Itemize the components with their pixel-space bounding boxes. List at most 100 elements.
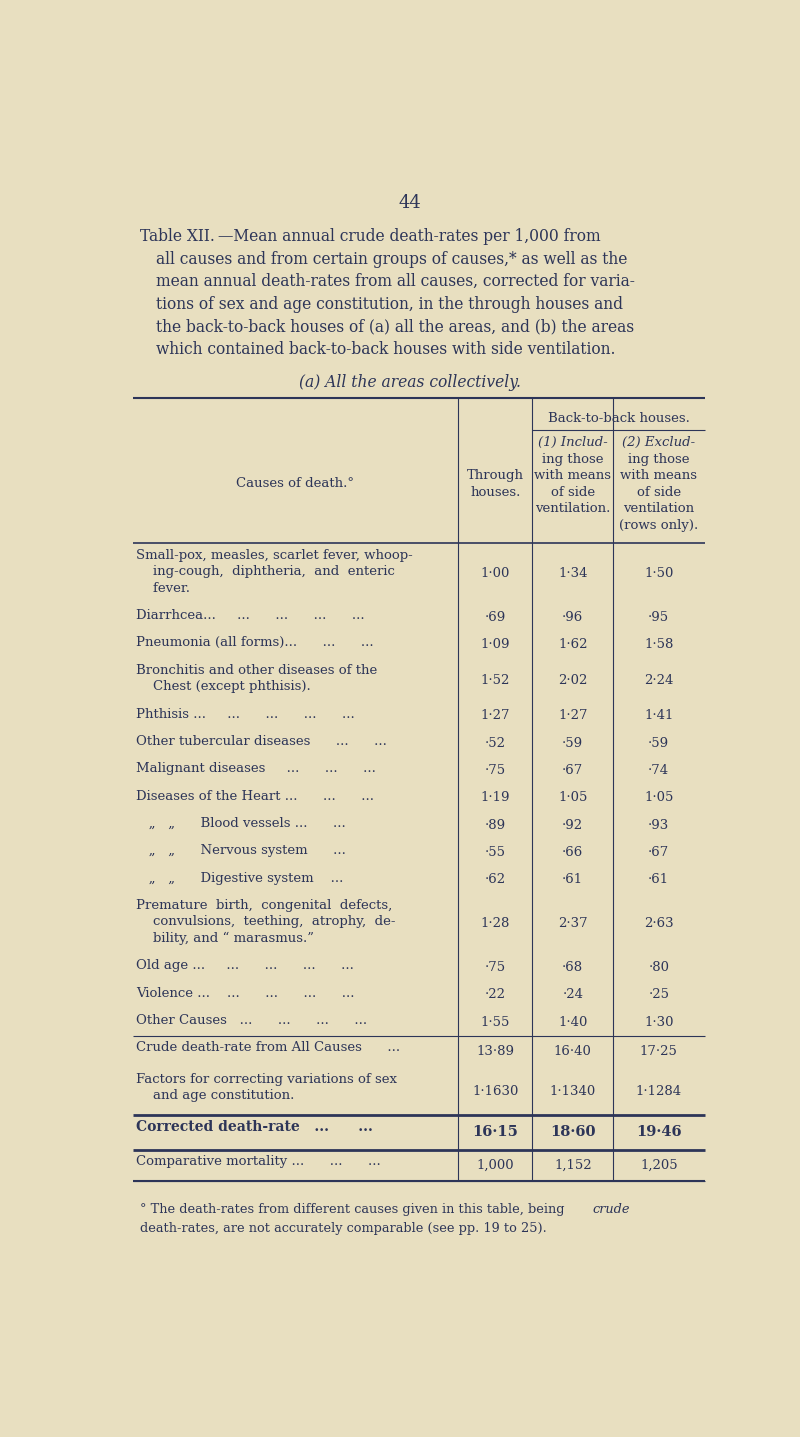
Text: ·93: ·93	[648, 819, 670, 832]
Text: mean annual death-rates from all causes, corrected for varia-: mean annual death-rates from all causes,…	[156, 273, 634, 290]
Text: ·59: ·59	[648, 737, 670, 750]
Text: houses.: houses.	[470, 486, 521, 499]
Text: Causes of death.°: Causes of death.°	[236, 477, 354, 490]
Text: with means: with means	[534, 470, 611, 483]
Text: of side: of side	[637, 486, 681, 499]
Text: 1·1284: 1·1284	[636, 1085, 682, 1098]
Text: 1·55: 1·55	[481, 1016, 510, 1029]
Text: ing those: ing those	[542, 453, 603, 466]
Text: 1·05: 1·05	[558, 792, 587, 805]
Text: Back-to-back houses.: Back-to-back houses.	[547, 411, 690, 424]
Text: death-rates, are not accurately comparable (see pp. 19 to 25).: death-rates, are not accurately comparab…	[140, 1223, 547, 1236]
Text: ·25: ·25	[648, 989, 670, 1002]
Text: 2·02: 2·02	[558, 674, 587, 687]
Text: Violence ...    ...      ...      ...      ...: Violence ... ... ... ... ...	[136, 987, 354, 1000]
Text: ·75: ·75	[485, 764, 506, 777]
Text: ·22: ·22	[485, 989, 506, 1002]
Text: convulsions,  teething,  atrophy,  de-: convulsions, teething, atrophy, de-	[136, 915, 395, 928]
Text: ·55: ·55	[485, 846, 506, 859]
Text: Factors for correcting variations of sex: Factors for correcting variations of sex	[136, 1072, 397, 1085]
Text: 1·27: 1·27	[558, 710, 587, 723]
Text: Chest (except phthisis).: Chest (except phthisis).	[136, 680, 310, 693]
Text: 2·24: 2·24	[644, 674, 674, 687]
Text: 1·05: 1·05	[644, 792, 674, 805]
Text: Other Causes   ...      ...      ...      ...: Other Causes ... ... ... ...	[136, 1015, 366, 1027]
Text: ° The death-rates from different causes given in this table, being: ° The death-rates from different causes …	[140, 1203, 569, 1216]
Text: 16·15: 16·15	[472, 1125, 518, 1140]
Text: —Mean annual crude death-rates per 1,000 from: —Mean annual crude death-rates per 1,000…	[218, 228, 601, 244]
Text: Table XII.: Table XII.	[140, 228, 215, 244]
Text: Corrected death-rate   ...      ...: Corrected death-rate ... ...	[136, 1121, 373, 1134]
Text: 17·25: 17·25	[640, 1045, 678, 1058]
Text: the back-to-back houses of (a) all the areas, and (b) the areas: the back-to-back houses of (a) all the a…	[156, 319, 634, 336]
Text: 1·28: 1·28	[481, 917, 510, 930]
Text: of side: of side	[550, 486, 595, 499]
Text: Diseases of the Heart ...      ...      ...: Diseases of the Heart ... ... ...	[136, 789, 374, 803]
Text: „   „      Nervous system      ...: „ „ Nervous system ...	[136, 845, 346, 858]
Text: ·95: ·95	[648, 611, 670, 624]
Text: all causes and from certain groups of causes,* as well as the: all causes and from certain groups of ca…	[156, 250, 627, 267]
Text: „   „      Blood vessels ...      ...: „ „ Blood vessels ... ...	[136, 816, 346, 831]
Text: 1·1630: 1·1630	[472, 1085, 518, 1098]
Text: which contained back-to-back houses with side ventilation.: which contained back-to-back houses with…	[156, 342, 615, 358]
Text: Phthisis ...     ...      ...      ...      ...: Phthisis ... ... ... ... ...	[136, 707, 354, 720]
Text: ·24: ·24	[562, 989, 583, 1002]
Text: ventilation.: ventilation.	[535, 503, 610, 516]
Text: crude: crude	[593, 1203, 630, 1216]
Text: ventilation: ventilation	[623, 503, 694, 516]
Text: 1,152: 1,152	[554, 1160, 591, 1173]
Text: 2·63: 2·63	[644, 917, 674, 930]
Text: 2·37: 2·37	[558, 917, 587, 930]
Text: ing those: ing those	[628, 453, 690, 466]
Text: Comparative mortality ...      ...      ...: Comparative mortality ... ... ...	[136, 1155, 381, 1168]
Text: 1·40: 1·40	[558, 1016, 587, 1029]
Text: 44: 44	[398, 194, 422, 213]
Text: tions of sex and age constitution, in the through houses and: tions of sex and age constitution, in th…	[156, 296, 622, 313]
Text: 1,205: 1,205	[640, 1160, 678, 1173]
Text: ·62: ·62	[485, 874, 506, 887]
Text: Small-pox, measles, scarlet fever, whoop-: Small-pox, measles, scarlet fever, whoop…	[136, 549, 413, 562]
Text: 1·62: 1·62	[558, 638, 587, 651]
Text: and age constitution.: and age constitution.	[136, 1089, 294, 1102]
Text: 1·58: 1·58	[644, 638, 674, 651]
Text: ·67: ·67	[648, 846, 670, 859]
Text: ·96: ·96	[562, 611, 583, 624]
Text: (rows only).: (rows only).	[619, 519, 698, 532]
Text: 1,000: 1,000	[477, 1160, 514, 1173]
Text: ·66: ·66	[562, 846, 583, 859]
Text: 16·40: 16·40	[554, 1045, 592, 1058]
Text: 1·09: 1·09	[481, 638, 510, 651]
Text: Premature  birth,  congenital  defects,: Premature birth, congenital defects,	[136, 900, 392, 912]
Text: 1·50: 1·50	[644, 568, 674, 581]
Text: 19·46: 19·46	[636, 1125, 682, 1140]
Text: Old age ...     ...      ...      ...      ...: Old age ... ... ... ... ...	[136, 960, 354, 973]
Text: 1·19: 1·19	[481, 792, 510, 805]
Text: „   „      Digestive system    ...: „ „ Digestive system ...	[136, 872, 343, 885]
Text: 1·1340: 1·1340	[550, 1085, 596, 1098]
Text: 1·30: 1·30	[644, 1016, 674, 1029]
Text: ·80: ·80	[648, 961, 670, 974]
Text: fever.: fever.	[136, 582, 190, 595]
Text: 1·27: 1·27	[481, 710, 510, 723]
Text: 13·89: 13·89	[476, 1045, 514, 1058]
Text: Bronchitis and other diseases of the: Bronchitis and other diseases of the	[136, 664, 377, 677]
Text: bility, and “ marasmus.”: bility, and “ marasmus.”	[136, 933, 314, 946]
Text: ·69: ·69	[485, 611, 506, 624]
Text: ·61: ·61	[648, 874, 670, 887]
Text: ·67: ·67	[562, 764, 583, 777]
Text: ·52: ·52	[485, 737, 506, 750]
Text: ·61: ·61	[562, 874, 583, 887]
Text: (1) Includ-: (1) Includ-	[538, 437, 608, 450]
Text: ·68: ·68	[562, 961, 583, 974]
Text: ·92: ·92	[562, 819, 583, 832]
Text: ·59: ·59	[562, 737, 583, 750]
Text: 1·41: 1·41	[644, 710, 674, 723]
Text: ·89: ·89	[485, 819, 506, 832]
Text: (a) All the areas collectively.: (a) All the areas collectively.	[299, 374, 521, 391]
Text: ·75: ·75	[485, 961, 506, 974]
Text: Diarrhcea...     ...      ...      ...      ...: Diarrhcea... ... ... ... ...	[136, 609, 364, 622]
Text: (2) Exclud-: (2) Exclud-	[622, 437, 695, 450]
Text: 1·00: 1·00	[481, 568, 510, 581]
Text: Malignant diseases     ...      ...      ...: Malignant diseases ... ... ...	[136, 762, 375, 775]
Text: 1·52: 1·52	[481, 674, 510, 687]
